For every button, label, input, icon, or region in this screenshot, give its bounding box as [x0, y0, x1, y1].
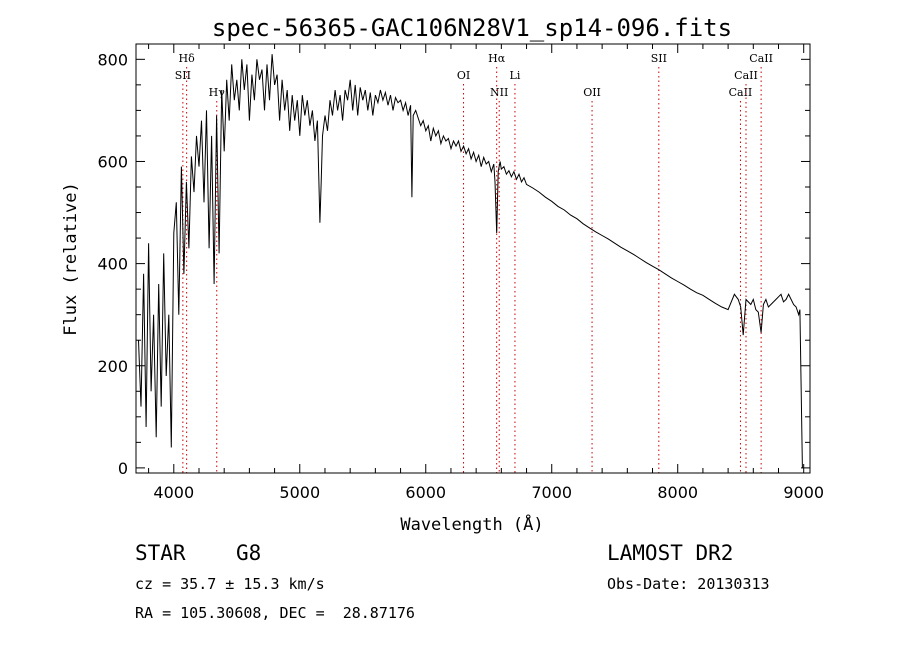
marker-label: OI	[457, 69, 470, 82]
observation-date: Obs-Date: 20130313	[607, 575, 770, 593]
x-tick-label: 4000	[153, 483, 194, 502]
y-tick-label: 200	[97, 357, 128, 376]
marker-label: Li	[510, 69, 521, 82]
chart-title: spec-56365-GAC106N28V1_sp14-096.fits	[212, 14, 732, 42]
marker-label: Hδ	[179, 52, 196, 65]
y-axis: 0 200 400 600 800	[97, 50, 810, 478]
marker-label: Hα	[488, 52, 506, 65]
marker-label: NII	[490, 86, 508, 99]
x-tick-label: 5000	[279, 483, 320, 502]
object-class: STAR	[135, 541, 186, 565]
marker-label: CaII	[729, 86, 753, 99]
marker-label: SII	[651, 52, 667, 65]
marker-label: OII	[583, 86, 601, 99]
y-tick-label: 0	[118, 459, 128, 478]
marker-label: SII	[175, 69, 191, 82]
marker-label: CaII	[734, 69, 758, 82]
x-axis: 4000 5000 6000 7000 8000 9000	[148, 44, 824, 502]
y-axis-label: Flux (relative)	[61, 182, 81, 336]
spectrum-line	[138, 54, 803, 468]
marker-label: Hγ	[209, 86, 226, 99]
x-tick-label: 6000	[405, 483, 446, 502]
x-axis-label: Wavelength (Å)	[400, 513, 543, 535]
x-tick-label: 9000	[783, 483, 824, 502]
survey-name: LAMOST DR2	[607, 541, 734, 565]
x-tick-label: 7000	[531, 483, 572, 502]
redshift-velocity: cz = 35.7 ± 15.3 km/s	[135, 575, 325, 593]
y-tick-label: 400	[97, 255, 128, 274]
marker-label: CaII	[749, 52, 773, 65]
y-tick-label: 600	[97, 152, 128, 171]
y-tick-label: 800	[97, 50, 128, 69]
x-tick-label: 8000	[657, 483, 698, 502]
object-subclass: G8	[236, 541, 262, 565]
coordinates: RA = 105.30608, DEC = 28.87176	[135, 604, 415, 622]
plot-frame	[135, 43, 811, 474]
